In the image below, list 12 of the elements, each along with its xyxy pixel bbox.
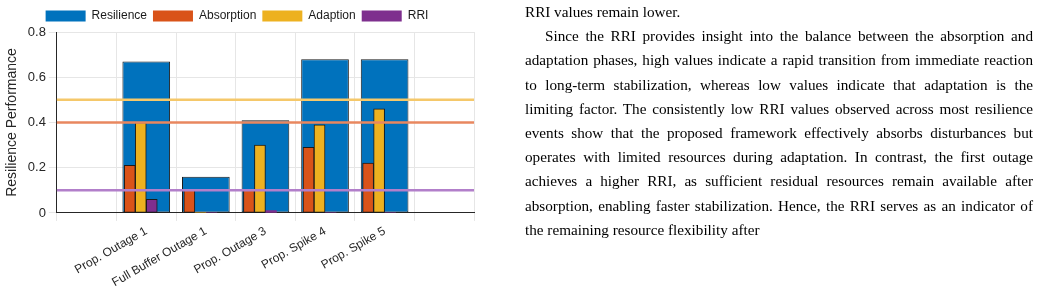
y-axis-title: Resilience Performance — [3, 47, 20, 197]
y-tick-label: 0.4 — [27, 114, 46, 130]
bar — [265, 210, 277, 213]
legend-label: Resilience — [91, 8, 148, 23]
y-tick-label: 0.6 — [27, 68, 46, 84]
legend-label: Absorption — [198, 8, 257, 23]
legend-label: RRI — [407, 8, 429, 23]
y-tick-label: 0.2 — [27, 159, 46, 175]
legend-label: Adaption — [308, 8, 356, 23]
text: RRI values remain lower. Since the RRI provides insight into the balance between the absorption and adaptation phases, high values indicate a rapid transition from immediate reaction to long-term stabilization, whereas low values indicate that adaptation is the limiting factor. The consistently low RRI values observed across most resilience events show that the proposed framework effectively absorbs disturbances but operates with limited resources during adaptation. In contrast, the first outage achieves a higher RRI, as sufficient residual resources remain available after absorption, enabling faster stabilization. Hence, the RRI serves as an indicator of the remaining resource flexibility after — [525, 3, 1033, 238]
y-tick-label: 0 — [38, 204, 46, 220]
y-tick-label: 0.8 — [27, 23, 46, 39]
